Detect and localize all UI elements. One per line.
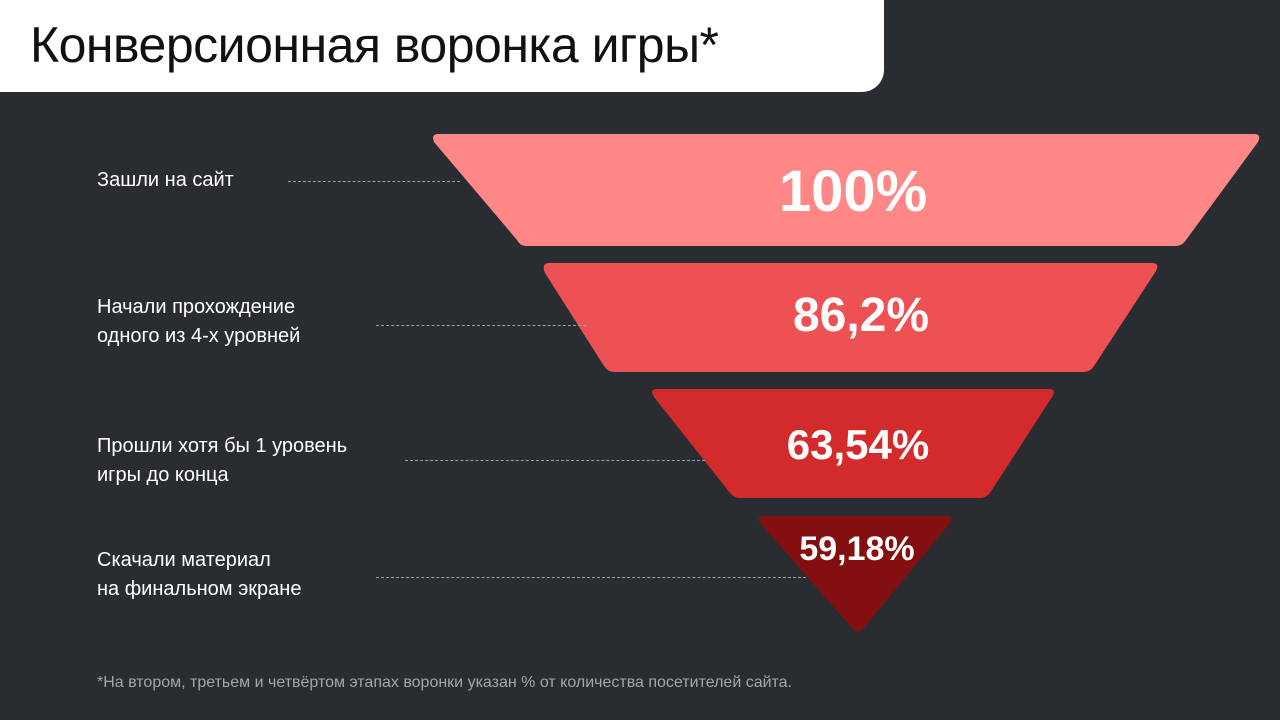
funnel-stage-1 (433, 134, 1260, 246)
stage-2-label-line1: Начали прохождение (97, 296, 296, 318)
footnote: *На втором, третьем и четвёртом этапах в… (97, 674, 793, 691)
stage-1-value: 100% (778, 159, 928, 224)
stage-4-label-line1: Скачали материал (97, 549, 271, 571)
stage-1-leader-line (288, 181, 460, 182)
stage-2-label-line2: одного из 4-х уровней (97, 325, 301, 347)
stage-3-label: Прошли хотя бы 1 уровень игры до конца (97, 432, 347, 490)
funnel-stage-4 (758, 516, 952, 632)
stage-4-leader-line (376, 577, 806, 578)
funnel-stage-3 (652, 389, 1054, 498)
stage-4-label: Скачали материал на финальном экране (97, 546, 301, 604)
stage-4-value: 59,18% (799, 530, 915, 568)
title-banner: Конверсионная воронка игры* (0, 0, 884, 92)
stage-1-label-text: Зашли на сайт (97, 169, 234, 191)
stage-3-label-line1: Прошли хотя бы 1 уровень (97, 435, 348, 457)
stage-4-label-line2: на финальном экране (97, 578, 302, 600)
stage-3-label-line2: игры до конца (97, 464, 229, 486)
stage-2-leader-line (376, 325, 586, 326)
stage-2-value: 86,2% (792, 289, 930, 342)
stage-3-value: 63,54% (786, 421, 930, 468)
stage-1-label: Зашли на сайт (97, 166, 234, 195)
page-title: Конверсионная воронка игры* (30, 17, 719, 73)
funnel-stage-2 (543, 263, 1158, 372)
stage-3-leader-line (405, 460, 705, 461)
stage-2-label: Начали прохождение одного из 4-х уровней (97, 293, 300, 351)
